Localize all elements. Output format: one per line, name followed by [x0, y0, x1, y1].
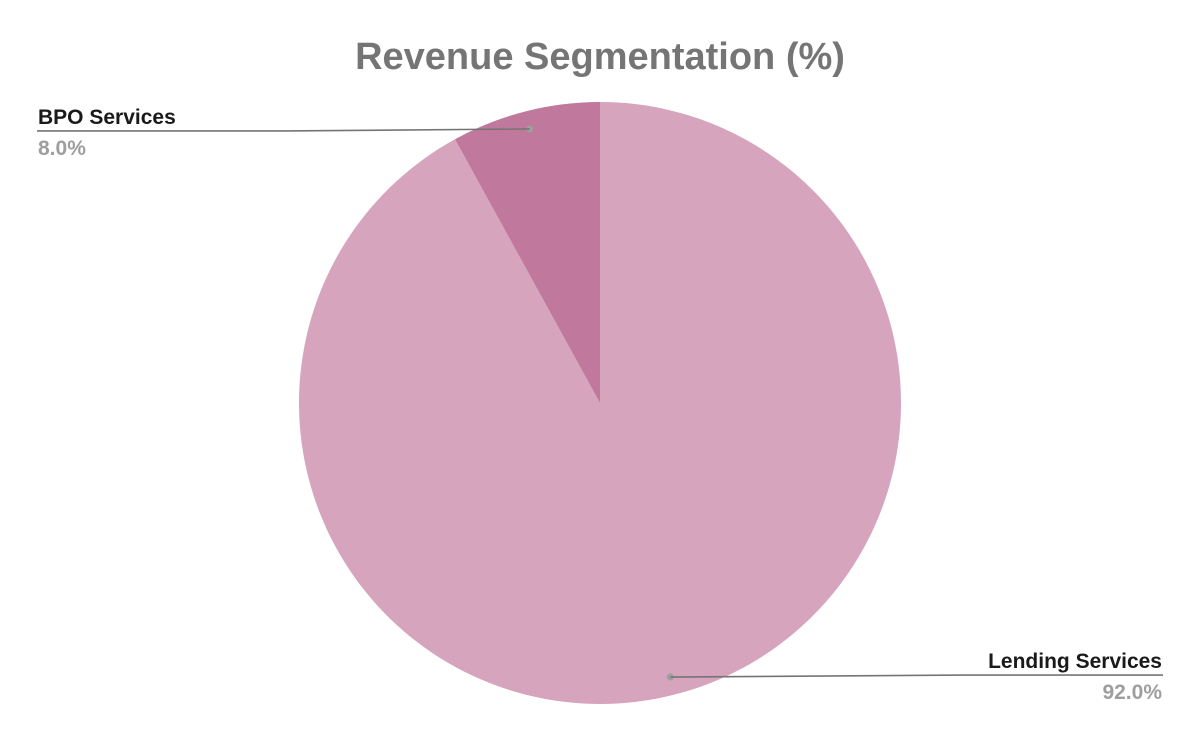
leader-line-lending-services — [670, 674, 1163, 678]
slice-value-lending-services: 92.0% — [1102, 681, 1162, 704]
slice-label-lending-services: Lending Services — [988, 650, 1162, 673]
pie-slice-bpo-services — [454, 102, 600, 403]
slice-label-bpo-services: BPO Services — [38, 106, 176, 129]
pie-labels: Lending Services 92.0% BPO Services 8.0% — [37, 106, 1163, 704]
leader-line-bpo-services — [37, 128, 530, 132]
chart-title: Revenue Segmentation (%) — [355, 36, 845, 78]
slice-value-bpo-services: 8.0% — [38, 137, 86, 160]
pie-slices — [299, 102, 901, 704]
